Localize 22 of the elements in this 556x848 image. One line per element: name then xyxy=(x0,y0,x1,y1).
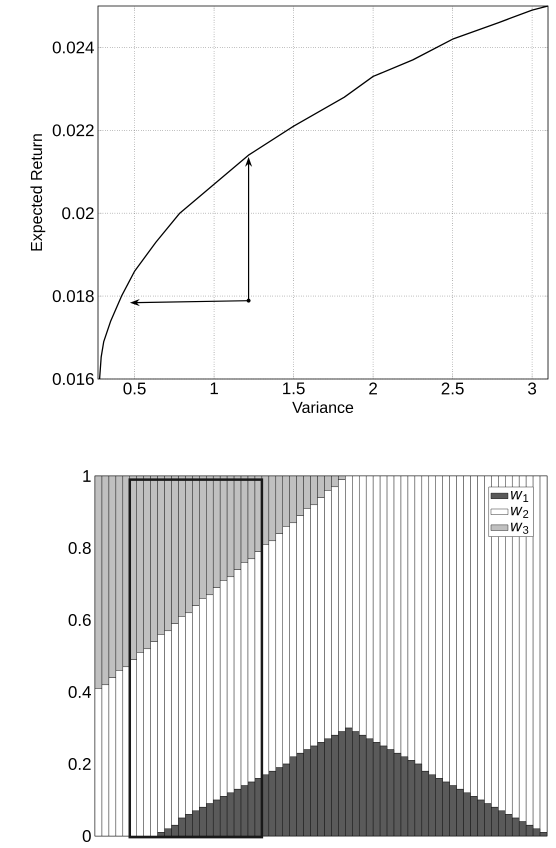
x-tick-label: 2.5 xyxy=(442,382,464,395)
legend-label: w$_{1}$ xyxy=(510,490,528,502)
y-tick-label: 0 xyxy=(82,830,91,842)
y-tick-label: 0.018 xyxy=(52,290,94,302)
y-tick-label: 0.016 xyxy=(52,372,94,385)
x-tick-label: 0.5 xyxy=(123,382,146,395)
x-tick-label: 1 xyxy=(210,382,218,394)
y-tick-label: 0.8 xyxy=(68,542,91,554)
x-tick-label: 2 xyxy=(369,382,377,394)
y-tick-label: 0.4 xyxy=(68,686,91,698)
y-tick-label: 0.02 xyxy=(62,207,94,220)
y-tick-label: 1 xyxy=(83,470,91,482)
y-axis-title: Expected Return xyxy=(30,134,46,251)
x-tick-label: 1.5 xyxy=(283,382,305,394)
y-tick-label: 0.6 xyxy=(68,614,91,626)
y-tick-label: 0.2 xyxy=(68,758,91,770)
y-tick-label: 0.022 xyxy=(52,124,94,136)
legend-label: w$_{2}$ xyxy=(510,506,528,518)
y-tick-label: 0.024 xyxy=(52,41,94,54)
legend-label: w$_{3}$ xyxy=(510,522,528,534)
x-axis-title: Variance xyxy=(292,401,354,414)
x-tick-label: 3 xyxy=(528,382,536,395)
